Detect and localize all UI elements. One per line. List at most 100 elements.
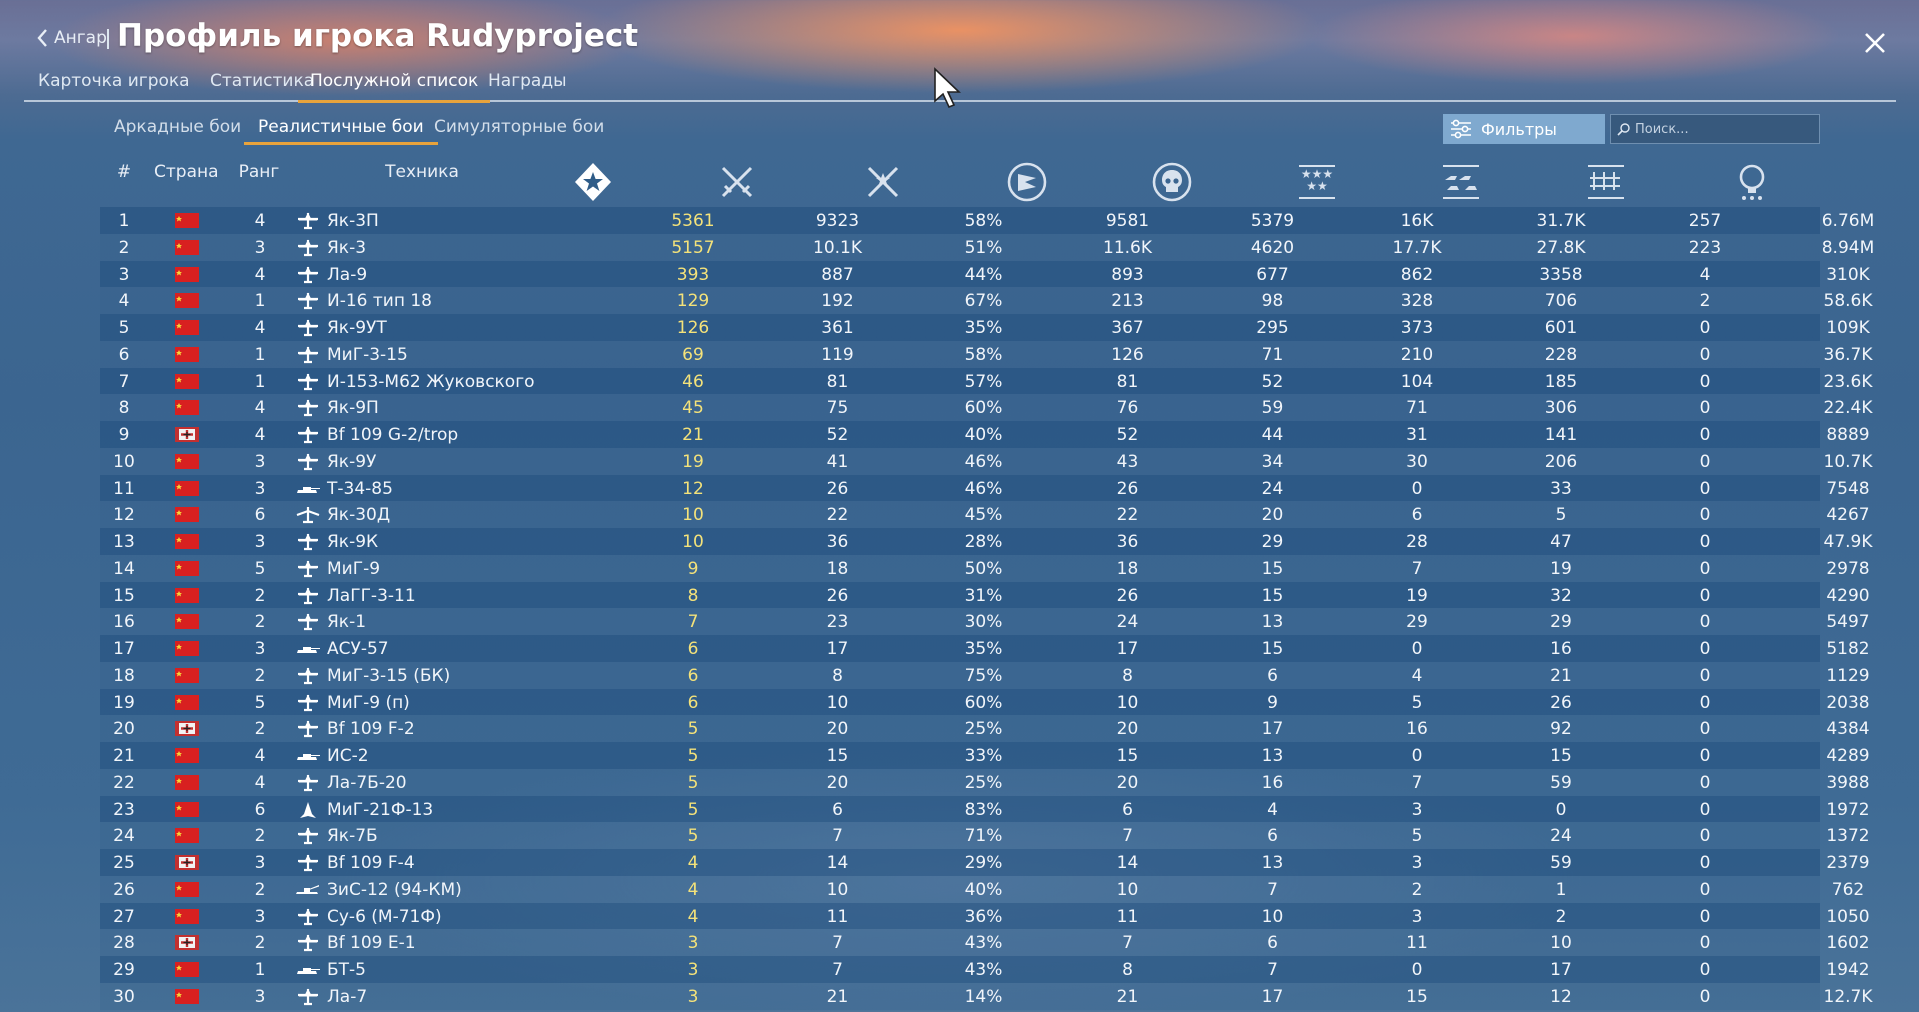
row-number: 8 <box>118 398 130 419</box>
column-header-battles[interactable] <box>715 160 759 204</box>
ground-kills-value: 59 <box>1550 853 1572 873</box>
respawns-value: 21 <box>1116 986 1139 1007</box>
battles-value: 26 <box>826 478 849 499</box>
column-header-respawns[interactable] <box>1005 160 1049 204</box>
victories-value: 5 <box>687 746 699 766</box>
naval-kills-value: 223 <box>1688 237 1722 258</box>
ground-kills-value: 601 <box>1544 318 1578 338</box>
column-header-win-rate[interactable] <box>861 160 905 204</box>
table-row[interactable]: 5 4 Як-9УТ 126 361 35% 367 295 373 601 0 109K <box>100 314 1870 341</box>
column-header-ground-kills[interactable] <box>1439 160 1483 204</box>
row-rank: 2 <box>254 933 266 954</box>
table-row[interactable]: 2 3 Як-3 5157 10.1K 51% 11.6K 4620 17.7K 27.8K 223… <box>100 233 1874 261</box>
battles-value: 361 <box>821 318 854 338</box>
table-row[interactable]: 8 4 Як-9П 45 75 60% 76 59 71 306 0 22.4K <box>100 394 1873 421</box>
air-kills-value: 373 <box>1400 318 1434 338</box>
table-row[interactable]: 30 3 Ла-7 3 21 14% 21 17 15 12 0 12.7K <box>100 982 1873 1010</box>
ussr-flag-icon <box>175 560 199 576</box>
plane-icon <box>295 693 321 713</box>
column-header-deaths[interactable] <box>1150 160 1194 204</box>
battles-value: 7 <box>832 826 843 847</box>
back-to-hangar-button[interactable]: Ангар <box>36 28 107 48</box>
table-row[interactable]: 25 3 Bf 109 F-4 4 14 29% 14 13 3 59 0 2379 <box>100 849 1870 876</box>
air-kills-value: 4 <box>1411 665 1423 686</box>
plane-icon <box>295 612 321 632</box>
battles-value: 6 <box>832 799 843 820</box>
table-row[interactable]: 15 2 ЛаГГ-3-11 8 26 31% 26 15 19 32 0 4290 <box>100 581 1870 609</box>
ground-kills-value: 10 <box>1550 933 1572 954</box>
search-input[interactable] <box>1635 121 1815 137</box>
column-header-experience[interactable] <box>1730 160 1774 204</box>
experience-value: 5497 <box>1826 612 1870 633</box>
search-box[interactable] <box>1610 114 1820 144</box>
table-row[interactable]: 26 2 ЗиС-12 (94-КМ) 4 10 40% 10 7 2 1 0 762 <box>100 875 1864 903</box>
row-rank: 3 <box>254 639 266 659</box>
naval-kills-value: 0 <box>1699 558 1711 579</box>
table-row[interactable]: 28 2 Bf 109 E-1 3 7 43% 7 6 11 10 0 1602 <box>100 929 1870 956</box>
table-row[interactable]: 10 3 Як-9У 19 41 46% 43 34 30 206 0 10.7K <box>100 447 1873 475</box>
column-header-number: # <box>116 162 132 182</box>
deaths-value: 71 <box>1261 344 1284 365</box>
naval-kills-value: 0 <box>1699 906 1711 927</box>
tab-statistics[interactable]: Статистика <box>210 71 315 91</box>
experience-value: 4290 <box>1826 585 1870 606</box>
row-rank: 1 <box>254 344 266 365</box>
table-row[interactable]: 9 4 Bf 109 G-2/trop 21 52 40% 52 44 31 141 0 8889 <box>100 421 1870 448</box>
table-row[interactable]: 13 3 Як-9К 10 36 28% 36 29 28 47 0 47.9K <box>100 528 1873 555</box>
column-header-air-kills[interactable]: ★★★ ★★ <box>1295 160 1339 204</box>
tab-realistic-battles[interactable]: Реалистичные бои <box>244 116 438 145</box>
table-row[interactable]: 14 5 МиГ-9 9 18 50% 18 15 7 19 0 2978 <box>100 554 1870 582</box>
tab-awards[interactable]: Награды <box>488 71 567 91</box>
close-button[interactable] <box>1862 30 1888 56</box>
row-number: 30 <box>113 986 135 1007</box>
column-header-victories[interactable] <box>571 160 615 204</box>
table-row[interactable]: 7 1 И-153-М62 Жуковского 46 81 57% 81 52 104 185 0… <box>100 367 1873 395</box>
win-rate-value: 46% <box>964 451 1003 472</box>
table-row[interactable]: 20 2 Bf 109 F-2 5 20 25% 20 17 16 92 0 4384 <box>100 715 1870 742</box>
table-row[interactable]: 24 2 Як-7Б 5 7 71% 7 6 5 24 0 1372 <box>100 822 1870 849</box>
victories-value: 5 <box>687 826 699 847</box>
table-row[interactable]: 21 4 ИС-2 5 15 33% 15 13 0 15 0 4289 <box>100 742 1870 769</box>
table-row[interactable]: 6 1 МиГ-3-15 69 119 58% 126 71 210 228 0 36.7K <box>100 340 1873 368</box>
deaths-value: 10 <box>1261 906 1284 927</box>
win-rate-value: 25% <box>964 719 1003 740</box>
ussr-flag-icon <box>175 346 199 362</box>
deaths-value: 6 <box>1267 826 1278 847</box>
battles-value: 7 <box>832 933 843 954</box>
plane-icon <box>295 425 321 445</box>
ground-kills-value: 0 <box>1555 799 1567 820</box>
tab-player-card[interactable]: Карточка игрока <box>38 71 190 91</box>
table-row[interactable]: 11 3 Т-34-85 12 26 46% 26 24 0 33 0 7548 <box>100 474 1870 502</box>
ground-kills-value: 26 <box>1550 692 1572 713</box>
tab-simulator-battles[interactable]: Симуляторные бои <box>434 117 605 137</box>
win-rate-value: 50% <box>964 558 1003 579</box>
tab-arcade-battles[interactable]: Аркадные бои <box>114 117 242 137</box>
table-row[interactable]: 19 5 МиГ-9 (п) 6 10 60% 10 9 5 26 0 2038 <box>100 688 1870 716</box>
table-row[interactable]: 1 4 Як-3П 5361 9323 58% 9581 5379 16K 31.7K 257 6.7… <box>100 207 1874 234</box>
deaths-value: 5379 <box>1250 211 1295 231</box>
table-row[interactable]: 16 2 Як-1 7 23 30% 24 13 29 29 0 5497 <box>100 608 1870 635</box>
ground-kills-value: 3358 <box>1539 264 1583 285</box>
table-row[interactable]: 3 4 Ла-9 393 887 44% 893 677 862 3358 4 310K <box>100 260 1870 288</box>
vehicle-name: Bf 109 G-2/trop <box>327 425 459 445</box>
ussr-flag-icon <box>175 293 199 309</box>
naval-kills-value: 0 <box>1699 986 1711 1007</box>
table-row[interactable]: 17 3 АСУ-57 6 17 35% 17 15 0 16 0 5182 <box>100 635 1870 662</box>
naval-kills-value: 0 <box>1699 719 1711 740</box>
row-rank: 1 <box>254 291 266 312</box>
filters-button[interactable]: Фильтры <box>1443 114 1605 144</box>
table-row[interactable]: 12 6 Як-30Д 10 22 45% 22 20 6 5 0 4267 <box>100 501 1870 528</box>
table-row[interactable]: 4 1 И-16 тип 18 129 192 67% 213 98 328 706 2 58.6K <box>100 287 1873 314</box>
tank-icon <box>295 960 321 980</box>
row-number: 7 <box>118 371 130 392</box>
table-row[interactable]: 22 4 Ла-7Б-20 5 20 25% 20 16 7 59 0 3988 <box>100 768 1870 796</box>
column-header-naval-kills[interactable] <box>1584 160 1628 204</box>
row-number: 9 <box>118 425 130 445</box>
table-row[interactable]: 18 2 МиГ-3-15 (БК) 6 8 75% 8 6 4 21 0 1129 <box>100 661 1870 689</box>
table-row[interactable]: 29 1 БТ-5 3 7 43% 8 7 0 17 0 1942 <box>100 956 1870 983</box>
tab-service-record[interactable]: Послужной список <box>298 70 491 103</box>
table-row[interactable]: 27 3 Су-6 (М-71Ф) 4 11 36% 11 10 3 2 0 1050 <box>100 902 1870 930</box>
deaths-value: 98 <box>1261 291 1284 312</box>
table-row[interactable]: 23 6 МиГ-21Ф-13 5 6 83% 6 4 3 0 0 1972 <box>100 795 1870 823</box>
win-rate-value: 44% <box>964 264 1003 285</box>
